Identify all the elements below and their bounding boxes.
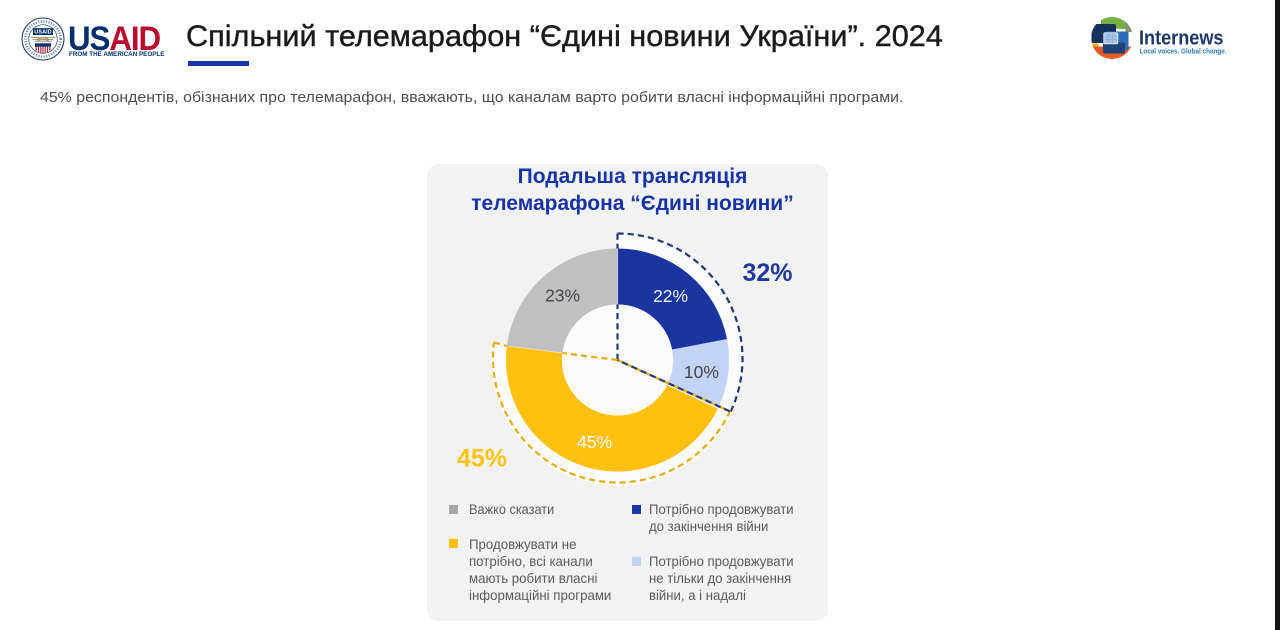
svg-text:FROM THE AMERICAN PEOPLE: FROM THE AMERICAN PEOPLE — [69, 51, 165, 58]
svg-text:23%: 23% — [545, 286, 580, 306]
svg-text:22%: 22% — [653, 286, 688, 306]
svg-text:45%: 45% — [577, 432, 612, 452]
svg-text:USAID: USAID — [34, 30, 51, 36]
svg-text:Local voices. Global change.: Local voices. Global change. — [1140, 48, 1227, 56]
svg-text:USAID: USAID — [68, 20, 160, 58]
svg-text:32%: 32% — [742, 259, 792, 287]
svg-text:Internews: Internews — [1139, 28, 1224, 50]
svg-text:45%: 45% — [457, 445, 507, 473]
svg-text:10%: 10% — [684, 362, 719, 382]
